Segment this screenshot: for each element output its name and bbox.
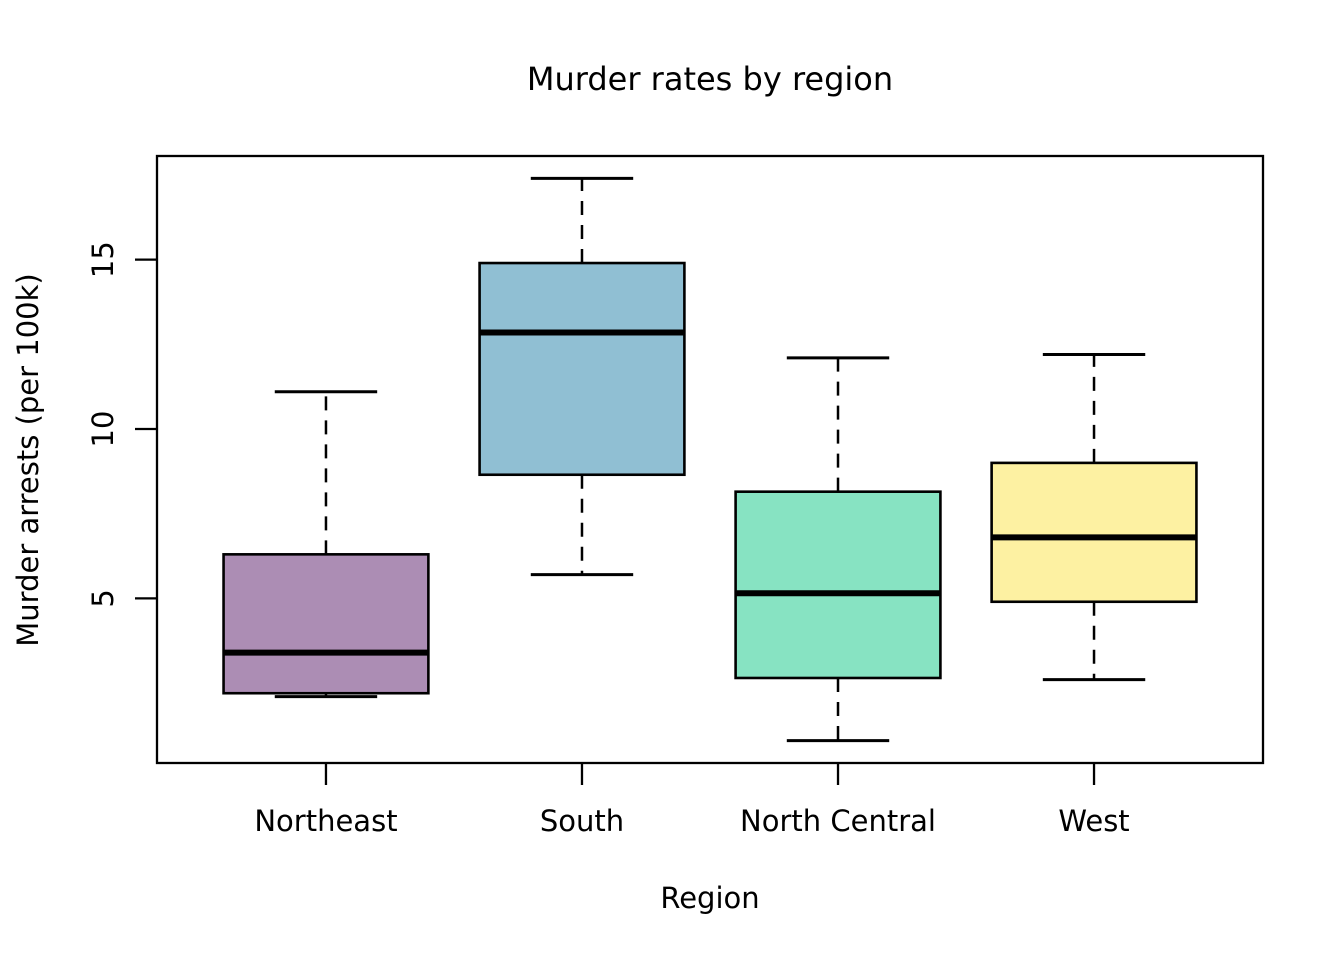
box-northeast <box>222 553 430 695</box>
x-tick-label-northeast: Northeast <box>254 804 397 838</box>
plot-frame <box>155 154 1265 765</box>
y-tick-label: 15 <box>86 241 120 278</box>
y-axis-title: Murder arrests (per 100k) <box>11 273 45 647</box>
chart-title: Murder rates by region <box>527 60 893 98</box>
box-north-central <box>734 490 942 680</box>
x-axis-title: Region <box>660 881 759 915</box>
plot-area: 5 10 15 Northeast South North Central West <box>86 154 1265 838</box>
x-tick-label-south: South <box>540 804 624 838</box>
box-west <box>990 461 1198 604</box>
x-tick-label-north-central: North Central <box>740 804 936 838</box>
y-tick-label: 5 <box>86 589 120 607</box>
box-south <box>478 261 686 477</box>
x-tick-label-west: West <box>1058 804 1129 838</box>
y-tick-label: 10 <box>86 411 120 448</box>
